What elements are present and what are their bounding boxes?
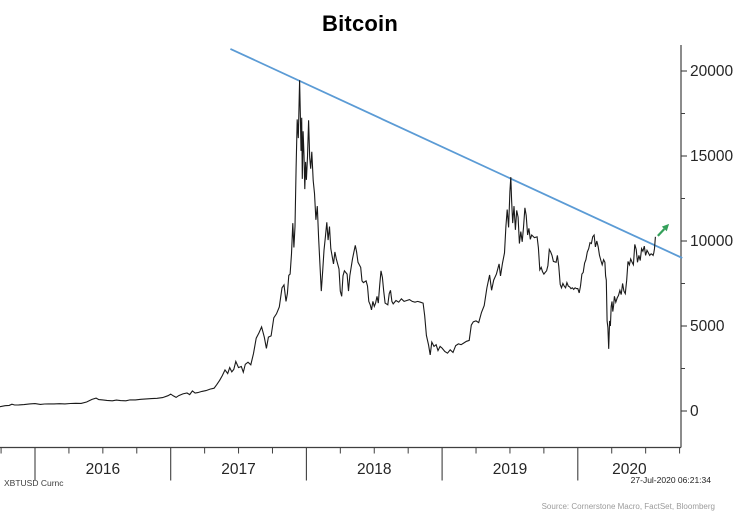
y-tick-label: 0 <box>690 403 699 420</box>
ticker-label: XBTUSD Curnc <box>4 478 64 488</box>
x-tick-label: 2016 <box>86 461 120 478</box>
source-note: Source: Cornerstone Macro, FactSet, Bloo… <box>541 502 715 511</box>
x-tick-label: 2017 <box>221 461 255 478</box>
x-tick-label: 2020 <box>612 461 647 478</box>
breakout-arrow-icon <box>657 228 666 237</box>
y-tick-label: 15000 <box>690 148 733 165</box>
y-tick-label: 5000 <box>690 318 725 335</box>
x-tick-label: 2019 <box>493 461 527 478</box>
y-tick-label: 10000 <box>690 233 733 250</box>
price-line <box>0 80 656 408</box>
breakout-arrow-head-icon <box>661 223 670 232</box>
y-tick-label: 20000 <box>690 63 733 80</box>
descending-resistance-line <box>230 48 683 259</box>
timestamp-label: 27-Jul-2020 06:21:34 <box>630 475 711 485</box>
chart-title: Bitcoin <box>322 11 398 36</box>
x-tick-label: 2018 <box>357 461 391 478</box>
